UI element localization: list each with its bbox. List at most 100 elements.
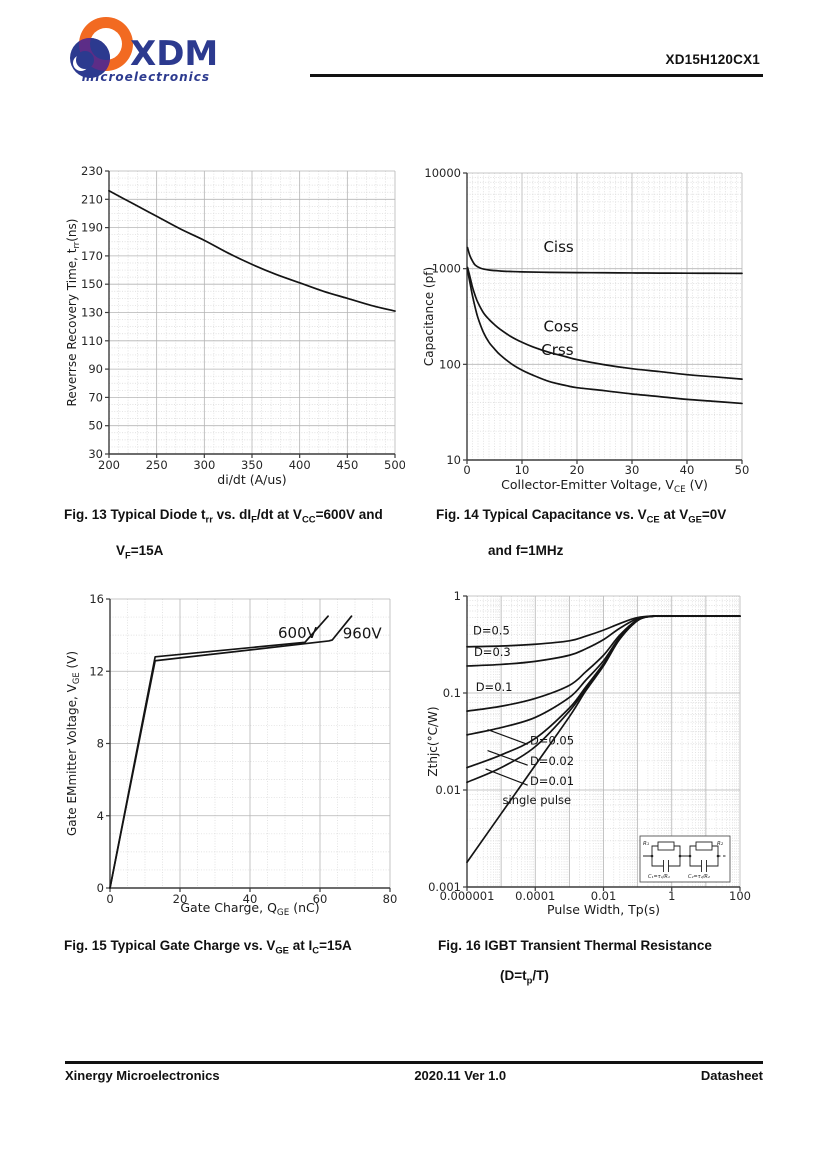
svg-text:250: 250 xyxy=(146,458,168,472)
svg-text:0.001: 0.001 xyxy=(428,880,461,894)
curve-label: Coss xyxy=(543,318,578,336)
series-crss xyxy=(466,269,743,405)
series-coss xyxy=(466,266,743,380)
axis: 0.000001 0.0001 0.01 1 100 0.001 0.01 0.1 1 xyxy=(428,589,751,903)
svg-text:0.01: 0.01 xyxy=(435,783,461,797)
svg-text:60: 60 xyxy=(313,892,328,906)
header-rule xyxy=(310,74,763,77)
svg-text:1: 1 xyxy=(454,589,461,603)
svg-text:500: 500 xyxy=(384,458,405,472)
svg-text:30: 30 xyxy=(88,447,103,461)
fig15-gate-charge-chart: 0 20 40 60 80 0 4 8 12 16 600V 960V Gate Charge, QGE… xyxy=(65,592,397,918)
svg-text:1000: 1000 xyxy=(432,262,461,276)
footer-company: Xinergy Microelectronics xyxy=(65,1068,220,1083)
svg-text:1: 1 xyxy=(668,889,675,903)
caption-line: Fig. 14 Typical Capacitance vs. VCE at V… xyxy=(436,507,727,526)
series-trr xyxy=(108,189,396,312)
series xyxy=(466,246,743,405)
svg-text:210: 210 xyxy=(81,192,103,206)
x-axis-title: di/dt (A/us) xyxy=(217,472,286,487)
svg-text:70: 70 xyxy=(88,390,103,404)
svg-text:12: 12 xyxy=(89,664,104,678)
axis-titles: di/dt (A/us) Reverrse Recovery Time, trr(… xyxy=(65,219,287,487)
svg-text:150: 150 xyxy=(81,277,103,291)
series-ciss xyxy=(466,246,743,275)
caption-line: Fig. 15 Typical Gate Charge vs. VGE at I… xyxy=(64,938,352,957)
svg-text:170: 170 xyxy=(81,249,103,263)
thermal-network-inset: R₁ R₂ C₁=τ₁/R₁ C₂=τ₂/R₂ xyxy=(639,835,731,883)
svg-text:0: 0 xyxy=(97,881,104,895)
curve-label: single pulse xyxy=(503,793,572,807)
curve-label: Ciss xyxy=(543,238,573,256)
svg-text:350: 350 xyxy=(241,458,263,472)
curve-label: D=0.5 xyxy=(473,624,510,638)
axis-titles: Pulse Width, Tp(s) Zthjc(°C/W) xyxy=(426,706,660,917)
svg-text:100: 100 xyxy=(439,357,461,371)
series-single-pulse xyxy=(466,615,741,864)
axis: 200 250 300 350 400 450 500 30 50 70 90 110 130 150 17… xyxy=(81,164,405,472)
svg-text:20: 20 xyxy=(570,463,585,477)
svg-text:0: 0 xyxy=(463,463,470,477)
figure-16-caption: Fig. 16 IGBT Transient Thermal Resistanc… xyxy=(438,931,798,997)
svg-text:0.000001: 0.000001 xyxy=(440,889,495,903)
svg-text:0: 0 xyxy=(106,892,113,906)
curve-label: D=0.01 xyxy=(530,774,574,788)
annotations: 600V 960V xyxy=(278,624,382,643)
caption-line: VF=15A xyxy=(116,542,164,562)
figure-14-caption: Fig. 14 Typical Capacitance vs. VCE at V… xyxy=(436,500,796,566)
grid-minor xyxy=(467,173,742,460)
svg-text:10: 10 xyxy=(515,463,530,477)
svg-text:110: 110 xyxy=(81,334,103,348)
axis-titles: Gate Charge, QGE (nC) Gate EMmitter Volta… xyxy=(65,651,320,918)
fig13-diode-trr-chart: 200 250 300 350 400 450 500 30 50 70 90 110 130 150 17… xyxy=(65,164,405,487)
svg-text:C₁=τ₁/R₁: C₁=τ₁/R₁ xyxy=(648,874,670,880)
curve-label: Crss xyxy=(541,341,573,359)
figure-13-caption: Fig. 13 Typical Diode trr vs. dIF/dt at … xyxy=(64,500,424,571)
series xyxy=(109,615,353,889)
svg-text:10000: 10000 xyxy=(424,166,461,180)
caption-line: (D=tp/T) xyxy=(500,968,549,987)
x-axis-title: Collector-Emitter Voltage, VCE (V) xyxy=(501,477,708,493)
y-axis-title: Capacitance (pf) xyxy=(422,267,436,366)
y-axis-title: Zthjc(°C/W) xyxy=(426,706,440,776)
svg-text:R₂: R₂ xyxy=(717,841,724,847)
series xyxy=(108,189,396,312)
curve-label: D=0.1 xyxy=(476,680,513,694)
svg-text:200: 200 xyxy=(98,458,120,472)
logo-subtitle-text: microelectronics xyxy=(82,70,210,84)
svg-text:R₁: R₁ xyxy=(643,841,649,847)
svg-text:450: 450 xyxy=(336,458,358,472)
svg-text:50: 50 xyxy=(735,463,750,477)
svg-text:130: 130 xyxy=(81,306,103,320)
x-axis-title: Pulse Width, Tp(s) xyxy=(547,902,660,917)
curve-label: 960V xyxy=(343,625,383,643)
footer-rule xyxy=(65,1061,763,1064)
svg-text:C₂=τ₂/R₂: C₂=τ₂/R₂ xyxy=(688,874,710,880)
footer-doc-type: Datasheet xyxy=(700,1068,763,1083)
grid-major xyxy=(108,170,396,455)
caption-line: Fig. 16 IGBT Transient Thermal Resistanc… xyxy=(438,938,712,953)
y-axis-title: Gate EMmitter Voltage, VGE (V) xyxy=(65,651,81,836)
footer: Xinergy Microelectronics 2020.11 Ver 1.0… xyxy=(65,1068,763,1083)
curve-label: D=0.05 xyxy=(530,733,574,747)
svg-text:20: 20 xyxy=(173,892,188,906)
svg-text:190: 190 xyxy=(81,221,103,235)
annotations: D=0.5 D=0.3 D=0.1 D=0.05 D=0.02 D=0.01 single … xyxy=(473,624,574,807)
svg-text:8: 8 xyxy=(97,737,104,751)
svg-text:0.0001: 0.0001 xyxy=(515,889,555,903)
svg-text:10: 10 xyxy=(446,453,461,467)
svg-text:80: 80 xyxy=(383,892,398,906)
logo-brand-text: XDM xyxy=(130,34,218,74)
caption-line: and f=1MHz xyxy=(488,542,564,558)
svg-text:4: 4 xyxy=(97,809,104,823)
x-axis-title: Gate Charge, QGE (nC) xyxy=(180,900,319,918)
svg-text:0.1: 0.1 xyxy=(443,686,461,700)
svg-text:40: 40 xyxy=(680,463,695,477)
fig16-thermal-resistance-chart: 0.000001 0.0001 0.01 1 100 0.001 0.01 0.1 1 D=0.5… xyxy=(426,589,751,917)
series-960v xyxy=(109,615,353,889)
curve-label: D=0.02 xyxy=(530,754,574,768)
svg-text:40: 40 xyxy=(243,892,258,906)
axis: 0 20 40 60 80 0 4 8 12 16 xyxy=(89,592,397,906)
svg-text:300: 300 xyxy=(193,458,215,472)
svg-text:230: 230 xyxy=(81,164,103,178)
